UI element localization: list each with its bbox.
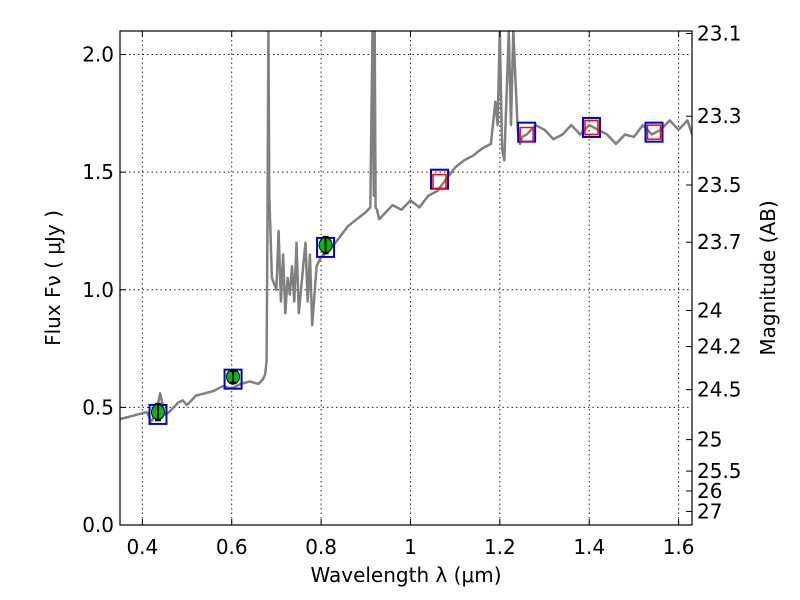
upper-limit-point: [432, 173, 447, 190]
mag-tick-label: 26: [697, 479, 722, 503]
tick-layer: 0.4 0.6 0.8 1 1.2 1.4 1.6 0.0 0.5 1.0 1.5 2.0 23.1 23…: [82, 22, 741, 559]
x-tick-label: 1.6: [663, 535, 695, 559]
series-layer: [120, 31, 692, 423]
y-axis-title-right: Magnitude (AB): [756, 200, 780, 355]
mag-tick-label: 25.5: [697, 459, 742, 483]
upper-limit-point: [646, 124, 662, 140]
mag-tick-label: 23.7: [697, 230, 742, 254]
mag-tick-label: 27: [697, 499, 722, 523]
mag-tick-label: 23.1: [697, 22, 742, 46]
marker-layer: [148, 116, 664, 425]
x-tick-label: 0.8: [305, 535, 337, 559]
mag-tick-label: 25: [697, 428, 722, 452]
upper-limit-point: [584, 119, 599, 136]
x-axis-title: Wavelength λ (μm): [310, 563, 501, 587]
mag-tick-label: 24: [697, 298, 722, 322]
y-tick-label: 2.0: [82, 43, 114, 67]
x-tick-label: 1: [404, 535, 417, 559]
x-tick-label: 1.4: [573, 535, 605, 559]
model-point: [581, 116, 601, 138]
mag-tick-label: 24.5: [697, 378, 742, 402]
y-axis-title-left: Flux Fν ( μJy ): [41, 210, 65, 346]
upper-limit-point: [519, 126, 534, 143]
y-tick-label: 1.0: [82, 278, 114, 302]
mag-tick-label: 23.5: [697, 173, 742, 197]
x-tick-label: 0.4: [126, 535, 158, 559]
y-tick-label: 0.0: [82, 513, 114, 537]
x-tick-label: 1.2: [484, 535, 516, 559]
model-point: [644, 121, 664, 143]
y-tick-label: 0.5: [82, 395, 114, 419]
plot-frame: [119, 30, 693, 526]
mag-tick-label: 24.2: [697, 335, 742, 359]
y-tick-label: 1.5: [82, 160, 114, 184]
mag-tick-label: 23.3: [697, 104, 742, 128]
grid-layer: [120, 31, 692, 526]
x-tick-label: 0.6: [216, 535, 248, 559]
spectrum-line: [120, 31, 692, 423]
